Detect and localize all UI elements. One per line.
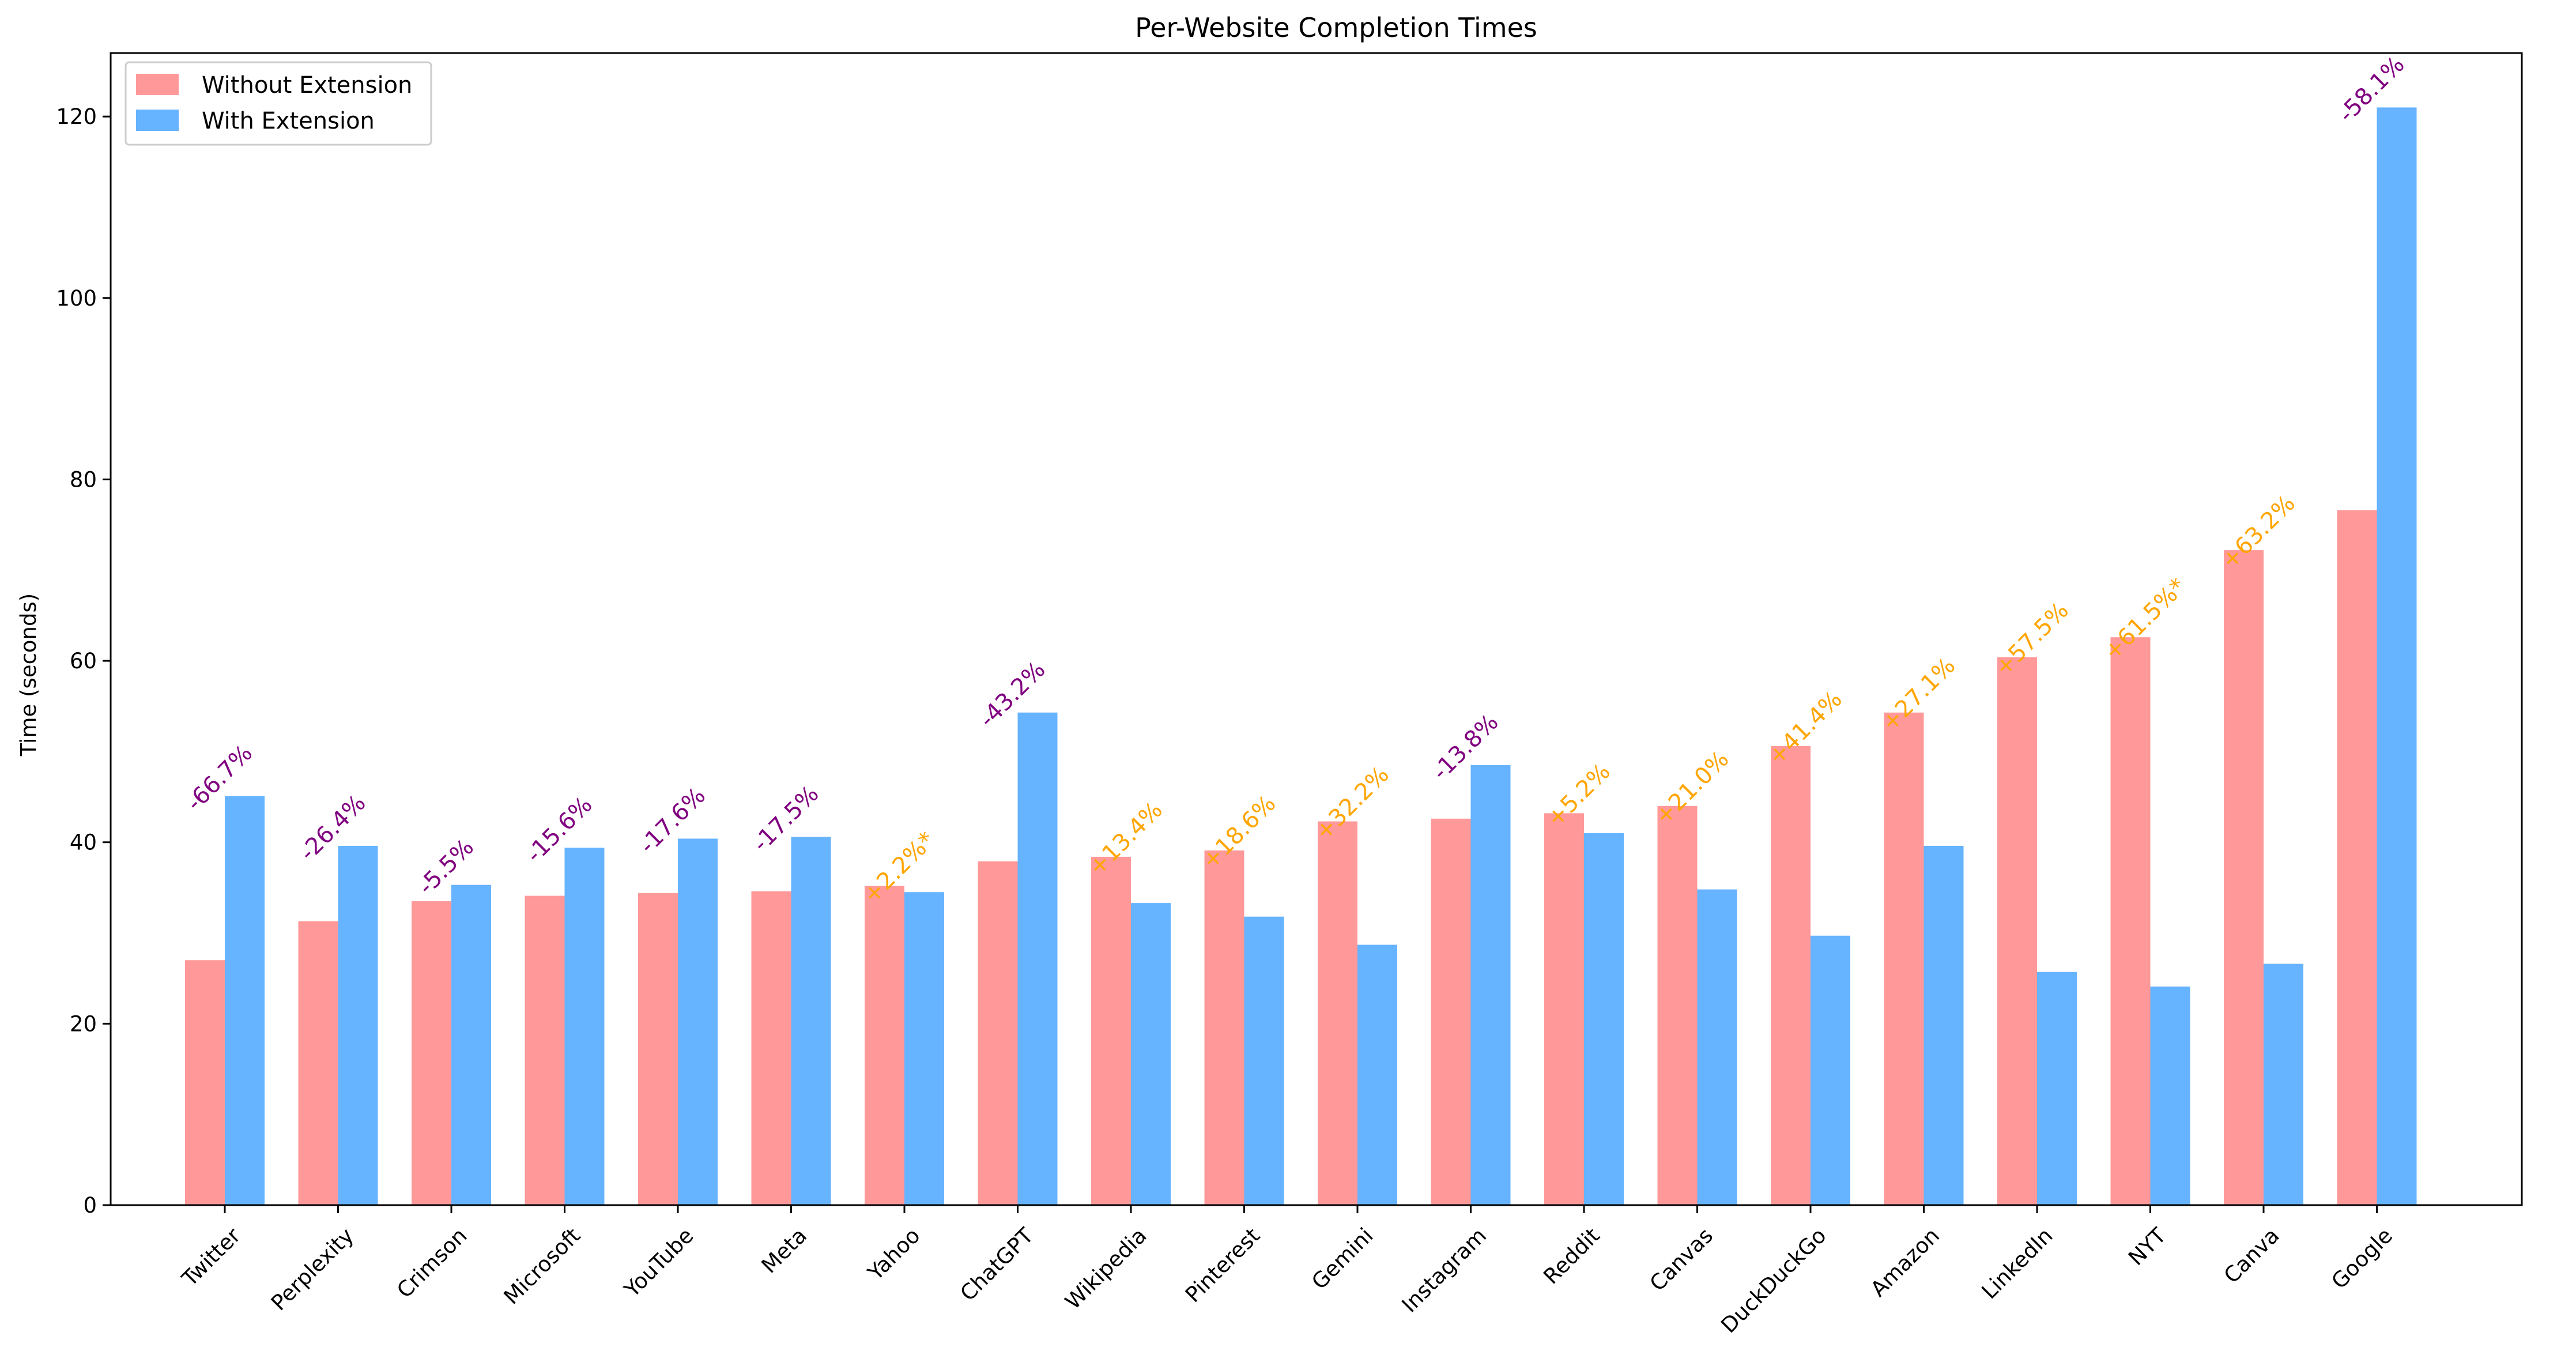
bar-without-extension-meta xyxy=(751,891,791,1205)
bar-with-extension-chatgpt xyxy=(1017,712,1058,1205)
x-tick-label-microsoft: Microsoft xyxy=(499,1223,585,1309)
bar-with-extension-youtube xyxy=(678,838,718,1205)
x-tick-label-wikipedia: Wikipedia xyxy=(1061,1223,1152,1314)
x-tick-label-google: Google xyxy=(2326,1223,2397,1294)
bar-without-extension-linkedin xyxy=(1997,657,2037,1205)
x-tick-label-perplexity: Perplexity xyxy=(266,1223,359,1315)
bar-with-extension-google xyxy=(2377,107,2417,1206)
bar-with-extension-microsoft xyxy=(564,848,605,1205)
bar-without-extension-amazon xyxy=(1884,712,1924,1205)
bar-without-extension-gemini xyxy=(1318,821,1357,1205)
bar-with-extension-crimson xyxy=(451,885,491,1205)
y-axis-title: Time (seconds) xyxy=(16,593,41,757)
bar-without-extension-instagram xyxy=(1431,818,1471,1205)
bar-without-extension-canva xyxy=(2224,550,2264,1205)
chart-title: Per-Website Completion Times xyxy=(1135,12,1537,43)
x-tick-label-reddit: Reddit xyxy=(1538,1223,1604,1289)
x-tick-label-twitter: Twitter xyxy=(177,1223,246,1292)
x-tick-label-duckduckgo: DuckDuckGo xyxy=(1716,1223,1831,1338)
y-tick-label: 120 xyxy=(56,104,97,129)
bar-with-extension-linkedin xyxy=(2037,972,2077,1205)
plot-frame xyxy=(110,52,2523,1206)
y-tick-label: 40 xyxy=(70,830,97,855)
bar-with-extension-meta xyxy=(791,837,831,1205)
percentage-labels: -66.7%-26.4%-5.5% -15.6% -17.6% -17.5%+2.2%… xyxy=(182,51,2410,909)
bar-without-extension-duckduckgo xyxy=(1771,746,1811,1205)
legend-swatch-with-extension xyxy=(136,110,179,131)
bar-without-extension-microsoft xyxy=(525,895,565,1205)
bar-with-extension-canva xyxy=(2264,964,2303,1205)
bar-with-extension-reddit xyxy=(1584,833,1624,1205)
bar-without-extension-reddit xyxy=(1544,813,1584,1205)
x-tick-label-chatgpt: ChatGPT xyxy=(956,1223,1039,1306)
bar-with-extension-wikipedia xyxy=(1131,903,1171,1205)
x-tick-label-crimson: Crimson xyxy=(392,1223,472,1303)
bars-layer xyxy=(185,107,2417,1206)
y-tick-label: 20 xyxy=(70,1011,97,1036)
bar-with-extension-yahoo xyxy=(904,892,944,1205)
x-axis: Twitter Perplexity Crimson Microsoft YouTube… xyxy=(177,1205,2397,1338)
bar-with-extension-nyt xyxy=(2150,986,2190,1205)
bar-without-extension-wikipedia xyxy=(1091,856,1131,1205)
bar-without-extension-chatgpt xyxy=(978,861,1018,1205)
legend: Without Extension With Extension xyxy=(125,61,432,146)
x-tick-label-instagram: Instagram xyxy=(1397,1223,1492,1318)
legend-label-without-extension: Without Extension xyxy=(202,72,412,99)
bar-without-extension-canvas xyxy=(1657,806,1698,1205)
legend-swatch-without-extension xyxy=(136,74,179,95)
x-tick-label-amazon: Amazon xyxy=(1866,1223,1944,1301)
x-tick-label-canvas: Canvas xyxy=(1645,1223,1718,1296)
x-tick-label-linkedin: LinkedIn xyxy=(1977,1223,2058,1304)
legend-label-with-extension: With Extension xyxy=(202,108,375,134)
bar-without-extension-pinterest xyxy=(1204,850,1244,1205)
bar-without-extension-google xyxy=(2337,510,2377,1205)
bar-with-extension-duckduckgo xyxy=(1811,935,1850,1205)
y-tick-label: 60 xyxy=(70,649,97,673)
y-tick-label: 80 xyxy=(70,467,97,492)
bar-with-extension-gemini xyxy=(1357,944,1397,1205)
y-tick-label: 0 xyxy=(83,1193,97,1218)
x-tick-label-canva: Canva xyxy=(2219,1223,2284,1288)
bar-without-extension-crimson xyxy=(412,901,451,1205)
bar-with-extension-amazon xyxy=(1923,846,1964,1205)
bar-with-extension-pinterest xyxy=(1244,916,1284,1205)
y-tick-label: 100 xyxy=(56,286,97,311)
x-tick-label-yahoo: Yahoo xyxy=(862,1223,925,1285)
y-axis: 0 20 40 60 80 100 120 xyxy=(56,104,111,1218)
bar-with-extension-perplexity xyxy=(338,846,378,1205)
x-tick-label-youtube: YouTube xyxy=(619,1223,699,1303)
x-tick-label-pinterest: Pinterest xyxy=(1180,1223,1265,1307)
bar-with-extension-twitter xyxy=(225,796,265,1205)
legend-box xyxy=(125,61,432,146)
bar-with-extension-canvas xyxy=(1697,889,1737,1205)
bar-without-extension-yahoo xyxy=(865,886,904,1205)
bar-without-extension-twitter xyxy=(185,960,225,1205)
bar-without-extension-perplexity xyxy=(298,921,338,1205)
bar-with-extension-instagram xyxy=(1470,765,1511,1205)
bar-without-extension-youtube xyxy=(638,893,678,1205)
bar-without-extension-nyt xyxy=(2110,637,2151,1205)
x-tick-label-meta: Meta xyxy=(757,1223,812,1278)
x-tick-label-gemini: Gemini xyxy=(1307,1223,1378,1294)
x-tick-label-nyt: NYT xyxy=(2124,1223,2171,1270)
